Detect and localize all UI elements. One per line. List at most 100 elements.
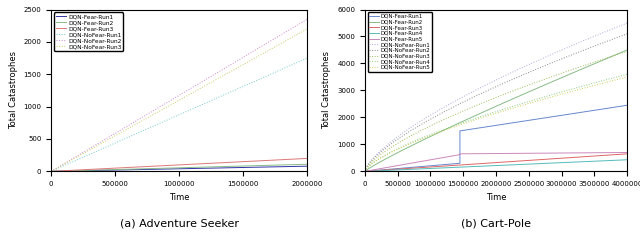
DQN-NoFear-Run2 xyxy=(517,74,525,77)
DQN-Fear-Run1 xyxy=(502,123,509,125)
DQN-NoFear-Run5 xyxy=(361,170,369,173)
DQN-NoFear-Run1 xyxy=(522,65,529,68)
DQN-Fear-Run2 xyxy=(361,170,369,173)
DQN-NoFear-Run5 xyxy=(599,82,607,85)
DQN-NoFear-Run1 xyxy=(303,57,311,60)
DQN-Fear-Run1 xyxy=(386,168,394,171)
DQN-Fear-Run1 xyxy=(471,127,479,130)
DQN-NoFear-Run1 xyxy=(204,101,212,104)
DQN-NoFear-Run2 xyxy=(263,42,271,45)
DQN-NoFear-Run3 xyxy=(199,86,207,89)
DQN-Fear-Run5 xyxy=(361,170,369,173)
Text: (b) Cart-Pole: (b) Cart-Pole xyxy=(461,218,531,228)
DQN-Fear-Run1 xyxy=(303,165,311,168)
DQN-NoFear-Run5 xyxy=(517,104,525,107)
Y-axis label: Total Catastrophes: Total Catastrophes xyxy=(323,51,332,129)
Line: DQN-NoFear-Run3: DQN-NoFear-Run3 xyxy=(365,51,627,171)
DQN-Fear-Run2 xyxy=(599,59,607,62)
DQN-NoFear-Run3 xyxy=(362,168,369,171)
DQN-Fear-Run3 xyxy=(517,159,525,162)
DQN-NoFear-Run3 xyxy=(48,169,56,172)
DQN-NoFear-Run4 xyxy=(582,84,590,87)
DQN-Fear-Run3 xyxy=(522,159,529,162)
DQN-NoFear-Run2 xyxy=(47,170,55,173)
DQN-NoFear-Run3 xyxy=(47,170,55,173)
DQN-Fear-Run2 xyxy=(280,164,287,166)
DQN-NoFear-Run1 xyxy=(280,67,287,70)
DQN-Fear-Run2 xyxy=(48,170,56,173)
DQN-Fear-Run4 xyxy=(361,170,369,173)
DQN-Fear-Run1 xyxy=(280,165,287,168)
DQN-Fear-Run3 xyxy=(582,155,590,158)
DQN-Fear-Run3 xyxy=(200,162,207,165)
DQN-NoFear-Run3 xyxy=(623,50,631,53)
DQN-NoFear-Run1 xyxy=(516,67,524,70)
DQN-NoFear-Run3 xyxy=(582,64,590,66)
Line: DQN-Fear-Run5: DQN-Fear-Run5 xyxy=(365,153,627,171)
DQN-Fear-Run2 xyxy=(362,169,369,172)
DQN-Fear-Run4 xyxy=(522,163,529,166)
DQN-Fear-Run1 xyxy=(263,166,271,169)
DQN-Fear-Run3 xyxy=(516,159,524,162)
Line: DQN-Fear-Run1: DQN-Fear-Run1 xyxy=(365,105,627,171)
DQN-Fear-Run3 xyxy=(361,170,369,173)
DQN-NoFear-Run4 xyxy=(516,103,524,105)
DQN-NoFear-Run3 xyxy=(361,170,369,173)
DQN-Fear-Run2 xyxy=(263,164,271,167)
DQN-NoFear-Run5 xyxy=(362,168,369,171)
Line: DQN-NoFear-Run2: DQN-NoFear-Run2 xyxy=(51,19,307,171)
DQN-NoFear-Run2 xyxy=(200,79,207,82)
DQN-NoFear-Run3 xyxy=(303,28,311,30)
DQN-Fear-Run1 xyxy=(204,167,212,170)
DQN-NoFear-Run4 xyxy=(522,101,529,104)
DQN-NoFear-Run5 xyxy=(582,86,590,89)
DQN-Fear-Run3 xyxy=(280,158,287,161)
DQN-NoFear-Run2 xyxy=(362,167,369,170)
DQN-Fear-Run3 xyxy=(47,170,55,173)
DQN-Fear-Run2 xyxy=(516,94,524,97)
DQN-NoFear-Run3 xyxy=(517,86,525,89)
Line: DQN-Fear-Run2: DQN-Fear-Run2 xyxy=(365,50,627,171)
Line: DQN-NoFear-Run2: DQN-NoFear-Run2 xyxy=(365,34,627,171)
Line: DQN-Fear-Run1: DQN-Fear-Run1 xyxy=(51,166,307,171)
DQN-Fear-Run4 xyxy=(362,170,369,173)
X-axis label: Time: Time xyxy=(169,193,189,202)
DQN-NoFear-Run2 xyxy=(582,48,590,51)
DQN-NoFear-Run1 xyxy=(582,38,590,41)
DQN-Fear-Run2 xyxy=(200,166,207,169)
Line: DQN-Fear-Run3: DQN-Fear-Run3 xyxy=(51,159,307,171)
Line: DQN-NoFear-Run1: DQN-NoFear-Run1 xyxy=(365,23,627,171)
Line: DQN-Fear-Run3: DQN-Fear-Run3 xyxy=(365,154,627,171)
DQN-NoFear-Run4 xyxy=(599,79,607,82)
DQN-NoFear-Run2 xyxy=(522,72,529,75)
DQN-Fear-Run2 xyxy=(522,92,529,95)
DQN-Fear-Run4 xyxy=(599,159,607,162)
DQN-NoFear-Run1 xyxy=(361,170,369,173)
DQN-Fear-Run3 xyxy=(199,162,207,165)
DQN-NoFear-Run1 xyxy=(200,103,207,105)
DQN-Fear-Run5 xyxy=(552,152,559,154)
DQN-Fear-Run2 xyxy=(623,49,631,51)
DQN-NoFear-Run2 xyxy=(516,75,524,78)
Legend: DQN-Fear-Run1, DQN-Fear-Run2, DQN-Fear-Run3, DQN-Fear-Run4, DQN-Fear-Run5, DQN-N: DQN-Fear-Run1, DQN-Fear-Run2, DQN-Fear-R… xyxy=(367,12,433,72)
DQN-Fear-Run2 xyxy=(204,166,212,169)
DQN-NoFear-Run1 xyxy=(48,169,56,172)
DQN-Fear-Run1 xyxy=(430,164,438,167)
DQN-NoFear-Run5 xyxy=(623,75,631,78)
DQN-Fear-Run1 xyxy=(456,129,464,132)
DQN-NoFear-Run3 xyxy=(522,85,529,88)
DQN-NoFear-Run1 xyxy=(517,67,525,69)
DQN-Fear-Run1 xyxy=(361,170,369,173)
Line: DQN-NoFear-Run5: DQN-NoFear-Run5 xyxy=(365,77,627,171)
DQN-Fear-Run3 xyxy=(362,170,369,173)
DQN-NoFear-Run2 xyxy=(199,80,207,83)
DQN-Fear-Run1 xyxy=(199,167,207,170)
DQN-NoFear-Run3 xyxy=(280,41,287,44)
DQN-Fear-Run2 xyxy=(582,66,590,69)
DQN-Fear-Run2 xyxy=(47,170,55,173)
DQN-NoFear-Run1 xyxy=(263,74,271,77)
DQN-NoFear-Run3 xyxy=(200,85,207,88)
DQN-Fear-Run3 xyxy=(263,159,271,162)
DQN-NoFear-Run3 xyxy=(263,50,271,53)
DQN-NoFear-Run3 xyxy=(599,58,607,61)
